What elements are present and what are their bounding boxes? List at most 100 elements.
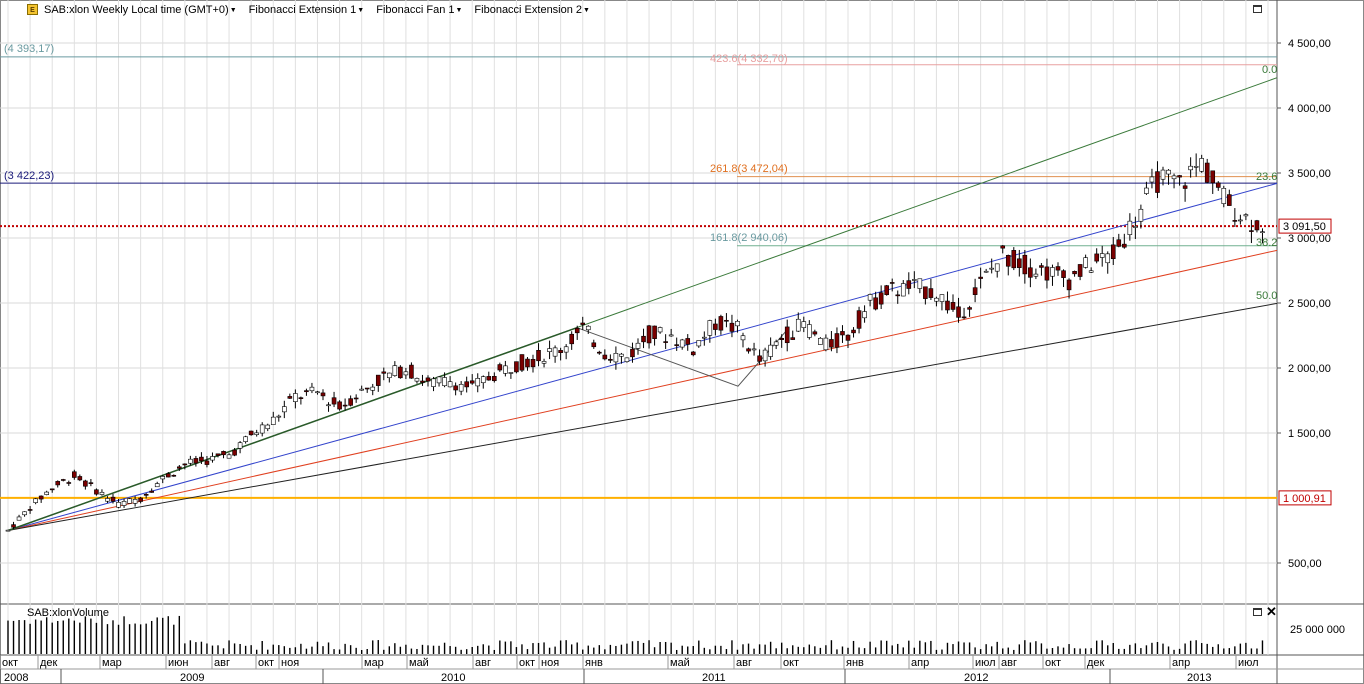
candle-body — [1077, 264, 1083, 277]
fan-label-50: 50.0 — [1256, 290, 1277, 302]
candle-body — [88, 482, 94, 484]
candle-body — [939, 294, 945, 302]
maximize-volume-button[interactable] — [1253, 608, 1262, 616]
candle-body — [961, 316, 967, 319]
candle-body — [696, 340, 702, 347]
candle-body — [165, 473, 171, 478]
candle-body — [1033, 273, 1039, 277]
fib-fan-1-label: Fibonacci Fan 1 — [376, 4, 455, 16]
fibonacci-extension-2-menu[interactable]: Fibonacci Extension 2 ▼ — [472, 4, 592, 16]
candle-body — [353, 397, 359, 400]
candle-body — [1160, 169, 1166, 180]
candle-body — [381, 371, 387, 374]
candle-body — [270, 416, 276, 425]
candle-body — [884, 285, 889, 295]
month-label: июл — [975, 657, 996, 669]
symbol-menu[interactable]: SAB:xlon Weekly Local time (GMT+0) ▼ — [42, 4, 239, 16]
candle-body — [1249, 230, 1254, 232]
fib-label-top-left: (4 393,17) — [4, 43, 54, 55]
candle-body — [282, 406, 287, 413]
candle-body — [585, 325, 591, 331]
candle-body — [60, 479, 66, 481]
month-label: ноя — [281, 657, 299, 669]
candle-body — [757, 355, 762, 362]
candle-body — [1193, 166, 1199, 168]
candle-body — [1022, 254, 1028, 275]
candle-body — [779, 337, 784, 340]
candle-body — [690, 351, 696, 356]
candle-body — [293, 393, 298, 402]
candle-body — [1005, 255, 1011, 267]
candle-body — [663, 341, 668, 343]
candle-body — [132, 499, 138, 504]
candle-body — [248, 430, 254, 436]
price-axis-label: 3 000,00 — [1288, 233, 1331, 245]
candle-body — [254, 432, 259, 435]
candle-body — [668, 334, 674, 337]
candle-body — [1238, 219, 1243, 222]
candle-body — [226, 454, 232, 459]
fib-ext-1-label: Fibonacci Extension 1 — [248, 4, 357, 16]
price-axis-label: 2 000,00 — [1288, 363, 1331, 375]
candle-body — [950, 302, 956, 310]
candle-body — [784, 326, 790, 344]
candle-body — [547, 348, 552, 352]
candle-body — [1083, 257, 1088, 268]
candle-body — [177, 466, 182, 469]
candle-body — [375, 374, 381, 386]
candle-body — [475, 378, 481, 387]
month-label: июл — [1238, 657, 1259, 669]
close-volume-button[interactable]: ✕ — [1266, 604, 1277, 619]
candle-body — [740, 335, 746, 341]
maximize-chart-button[interactable] — [1253, 5, 1262, 13]
candle-body — [315, 391, 320, 394]
fan-label-23-6: 23.6 — [1256, 171, 1277, 183]
candle-body — [630, 348, 635, 358]
candle-body — [679, 339, 685, 348]
month-label: ноя — [541, 657, 559, 669]
candle-body — [945, 300, 950, 311]
candle-body — [1011, 250, 1017, 269]
candle-body — [66, 482, 72, 484]
candle-body — [762, 349, 768, 362]
candle-body — [602, 354, 608, 360]
candle-body — [624, 357, 630, 362]
fibonacci-fan-1-menu[interactable]: Fibonacci Fan 1 ▼ — [374, 4, 464, 16]
candle-body — [818, 338, 823, 345]
candle-body — [193, 458, 199, 464]
candle-body — [912, 279, 917, 281]
chevron-down-icon: ▼ — [357, 6, 365, 14]
candle-body — [851, 329, 856, 334]
candle-body — [989, 267, 994, 270]
candle-body — [331, 397, 337, 405]
year-label: 2013 — [1187, 672, 1211, 684]
candle-body — [1050, 267, 1055, 277]
year-label: 2011 — [702, 672, 726, 684]
fibonacci-extension-1-menu[interactable]: Fibonacci Extension 1 ▼ — [247, 4, 367, 16]
candle-body — [49, 488, 55, 491]
candle-body — [342, 404, 348, 407]
candle-body — [403, 371, 409, 376]
candle-body — [807, 324, 812, 338]
candle-body — [204, 460, 210, 465]
candle-body — [558, 350, 563, 353]
candle-body — [724, 319, 729, 322]
candle-body — [1055, 266, 1061, 271]
candle-body — [967, 307, 972, 310]
candle-body — [1166, 169, 1171, 175]
candle-body — [608, 358, 613, 361]
candle-body — [55, 481, 61, 486]
chevron-down-icon: ▼ — [229, 6, 237, 14]
price-axis-label: 3 500,00 — [1288, 168, 1331, 180]
candle-body — [873, 297, 878, 310]
candle-body — [121, 501, 127, 506]
current-price-label: 3 091,50 — [1283, 221, 1326, 233]
candle-body — [895, 294, 901, 297]
candle-body — [110, 496, 116, 502]
candle-body — [237, 442, 243, 449]
price-axis-label: 4 000,00 — [1288, 103, 1331, 115]
candle-body — [392, 365, 398, 376]
candle-body — [685, 338, 691, 345]
candle-body — [530, 359, 536, 368]
